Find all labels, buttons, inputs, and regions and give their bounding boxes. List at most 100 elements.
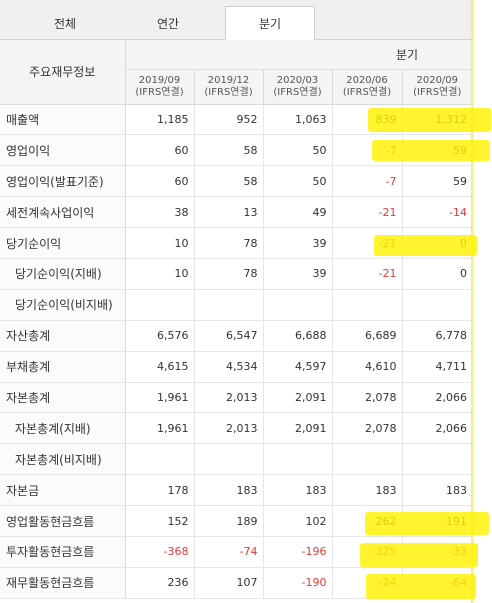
column-header-1: 2019/12 (IFRS연결) [193, 68, 263, 105]
value-cell: 4,534 [193, 351, 263, 383]
value-cell: 58 [193, 134, 263, 167]
quarterly-group-header: 분기 [125, 40, 473, 69]
value-cell: 59 [401, 134, 473, 167]
table-row: 당기순이익(비지배) [0, 289, 473, 321]
value-cell: -21 [331, 196, 402, 229]
value-cell: -368 [124, 536, 194, 568]
value-cell: 4,610 [331, 351, 402, 383]
value-cell: 262 [331, 505, 402, 537]
table-row: 당기순이익(지배) 10 78 39 -21 0 [0, 258, 473, 290]
value-cell: 2,013 [193, 412, 263, 445]
value-cell: -14 [401, 196, 473, 229]
value-cell: 1,312 [401, 104, 473, 136]
value-cell: -196 [262, 536, 332, 568]
table-row: 매출액 1,185 952 1,063 839 1,312 [0, 104, 473, 136]
value-cell: 4,711 [401, 351, 473, 383]
value-cell: 2,078 [331, 382, 402, 414]
period-tabs: 전체 연간 분기 [0, 0, 474, 41]
row-label: 영업이익 [0, 134, 126, 167]
column-period: 2020/09 [416, 74, 459, 86]
value-cell [262, 289, 332, 321]
table-row: 재무활동현금흐름 236 107 -190 -24 -64 [0, 567, 473, 599]
value-cell: 60 [124, 165, 194, 198]
table-row: 당기순이익 10 78 39 -21 0 [0, 227, 473, 259]
table-row: 자본총계(비지배) [0, 443, 473, 476]
value-cell: 78 [193, 227, 263, 259]
value-cell: 1,961 [124, 382, 194, 414]
value-cell: 102 [262, 505, 332, 537]
row-label: 자본총계(비지배) [0, 443, 126, 476]
value-cell: 183 [331, 474, 402, 507]
row-label: 부채총계 [0, 351, 126, 383]
value-cell: 183 [401, 474, 473, 507]
value-cell: 107 [193, 567, 263, 599]
value-cell: 183 [193, 474, 263, 507]
value-cell [331, 443, 402, 476]
row-label: 재무활동현금흐름 [0, 567, 126, 599]
row-label: 매출액 [0, 104, 126, 136]
row-label: 자본총계 [0, 382, 126, 414]
row-label: 자본금 [0, 474, 126, 507]
table-row: 자본총계 1,961 2,013 2,091 2,078 2,066 [0, 382, 473, 414]
column-period: 2020/06 [346, 74, 388, 86]
table-row: 영업활동현금흐름 152 189 102 262 191 [0, 505, 473, 537]
column-period: 2019/12 [207, 74, 250, 86]
row-label: 자본총계(지배) [0, 412, 126, 445]
column-basis: (IFRS연결) [135, 86, 184, 98]
value-cell: 13 [193, 196, 263, 229]
column-header-0: 2019/09 (IFRS연결) [124, 68, 194, 105]
value-cell: -64 [401, 567, 473, 599]
table-row: 영업이익 60 58 50 -7 59 [0, 134, 473, 167]
tab-quarterly[interactable]: 분기 [225, 6, 315, 41]
value-cell [193, 289, 263, 321]
value-cell: 6,778 [401, 320, 473, 352]
tab-all[interactable]: 전체 [53, 16, 77, 31]
value-cell: 0 [401, 227, 473, 259]
tab-annual[interactable]: 연간 [156, 16, 180, 31]
value-cell: -21 [331, 227, 402, 259]
value-cell: 0 [401, 258, 473, 290]
value-cell: 10 [124, 227, 194, 259]
value-cell: 6,547 [193, 320, 263, 352]
value-cell: 191 [401, 505, 473, 537]
value-cell [401, 289, 473, 321]
value-cell: -325 [331, 536, 402, 568]
table-row: 영업이익(발표기준) 60 58 50 -7 59 [0, 165, 473, 198]
value-cell [124, 289, 194, 321]
value-cell [262, 443, 332, 476]
value-cell [401, 443, 473, 476]
column-basis: (IFRS연결) [204, 86, 253, 98]
row-label: 세전계속사업이익 [0, 196, 126, 229]
table-row: 자본금 178 183 183 183 183 [0, 474, 473, 507]
highlight-edge-line [471, 0, 473, 603]
value-cell: 2,066 [401, 412, 473, 445]
value-cell: 50 [262, 134, 332, 167]
value-cell: -21 [331, 258, 402, 290]
value-cell [124, 443, 194, 476]
value-cell: 49 [262, 196, 332, 229]
value-cell: 2,091 [262, 382, 332, 414]
value-cell: -7 [331, 134, 402, 167]
value-cell: -190 [262, 567, 332, 599]
column-basis: (IFRS연결) [273, 86, 322, 98]
table-row: 투자활동현금흐름 -368 -74 -196 -325 -33 [0, 536, 473, 568]
value-cell: 2,066 [401, 382, 473, 414]
column-header-2: 2020/03 (IFRS연결) [262, 68, 332, 105]
table-row: 세전계속사업이익 38 13 49 -21 -14 [0, 196, 473, 229]
value-cell [331, 289, 402, 321]
row-label: 자산총계 [0, 320, 126, 352]
value-cell: -7 [331, 165, 402, 198]
value-cell: 10 [124, 258, 194, 290]
row-label: 투자활동현금흐름 [0, 536, 126, 568]
value-cell: 38 [124, 196, 194, 229]
value-cell: 50 [262, 165, 332, 198]
row-label: 영업이익(발표기준) [0, 165, 126, 198]
value-cell: 236 [124, 567, 194, 599]
value-cell: 4,597 [262, 351, 332, 383]
column-header-3: 2020/06 (IFRS연결) [331, 68, 402, 105]
value-cell: 6,689 [331, 320, 402, 352]
value-cell: 839 [331, 104, 402, 136]
value-cell: -74 [193, 536, 263, 568]
row-label: 당기순이익(비지배) [0, 289, 126, 321]
value-cell: 178 [124, 474, 194, 507]
